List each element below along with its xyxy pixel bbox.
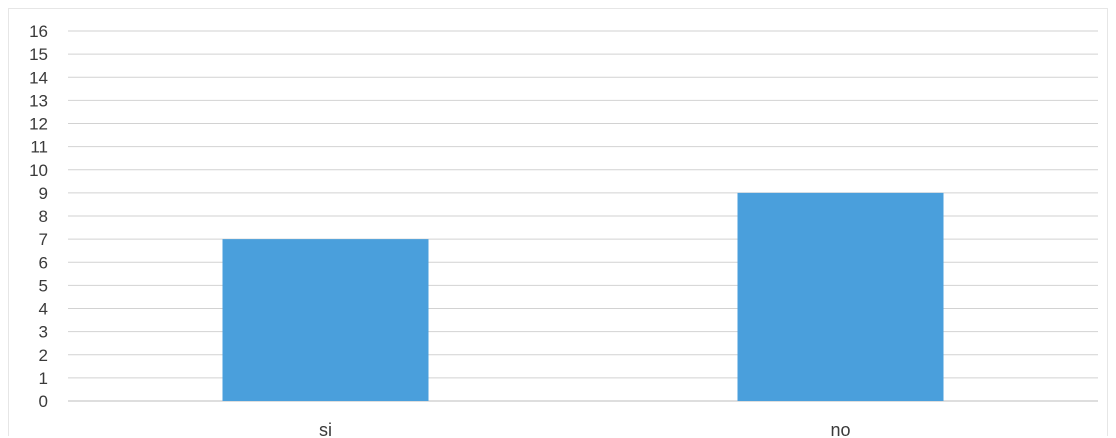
y-tick-label: 0	[39, 392, 48, 411]
bars	[222, 192, 944, 401]
y-tick-label: 13	[29, 91, 48, 110]
chart-frame	[8, 8, 1108, 436]
y-tick-label: 4	[39, 300, 48, 319]
y-tick-label: 9	[39, 184, 48, 203]
y-tick-label: 2	[39, 346, 48, 365]
y-tick-label: 5	[39, 276, 48, 295]
x-category-label: si	[319, 420, 332, 438]
y-tick-label: 12	[29, 115, 48, 134]
x-axis-category-labels: si no	[319, 420, 851, 438]
bar-si	[222, 239, 429, 401]
y-tick-label: 1	[39, 369, 48, 388]
y-tick-label: 11	[30, 138, 48, 157]
y-tick-label: 14	[29, 68, 48, 87]
x-category-label: no	[830, 420, 850, 438]
bar-no	[737, 192, 944, 401]
y-tick-label: 3	[39, 323, 48, 342]
y-tick-label: 15	[29, 45, 48, 64]
y-tick-label: 8	[39, 207, 48, 226]
y-tick-label: 10	[29, 161, 48, 180]
y-tick-label: 6	[39, 253, 48, 272]
y-tick-label: 16	[29, 22, 48, 41]
y-tick-label: 7	[39, 230, 48, 249]
